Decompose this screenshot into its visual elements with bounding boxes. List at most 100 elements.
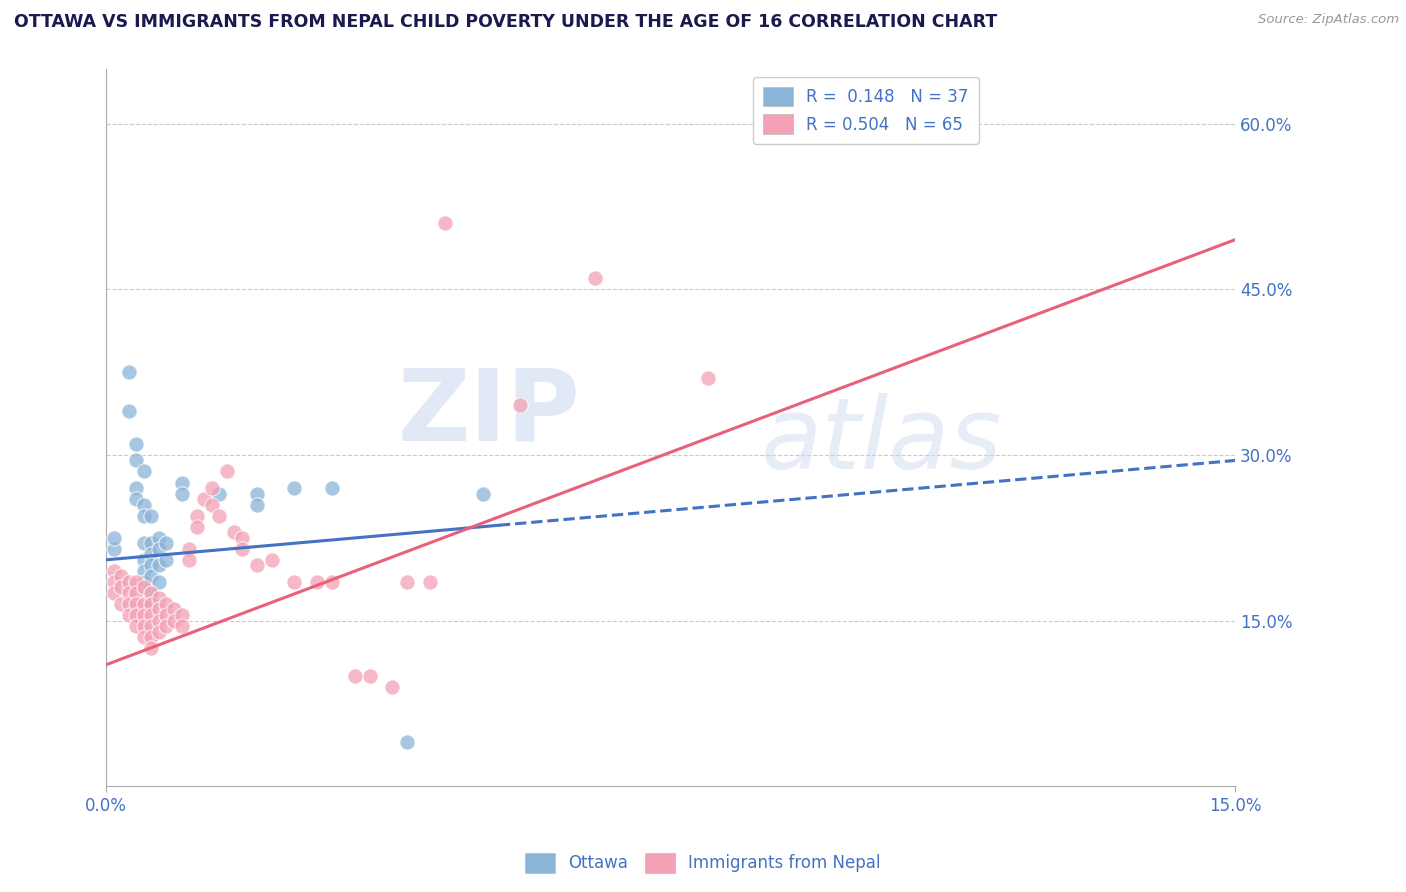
Point [208,486,231,500]
Point [224,525,246,540]
Point [148,602,170,616]
Point [132,564,155,578]
Point [177,553,200,567]
Point [509,398,531,412]
Point [246,486,269,500]
Point [132,498,155,512]
Point [283,481,305,495]
Point [125,492,148,507]
Point [155,619,177,633]
Point [132,619,155,633]
Point [419,574,441,589]
Point [215,465,238,479]
Point [260,553,283,567]
Point [125,597,148,611]
Point [148,624,170,639]
Point [132,607,155,622]
Point [103,531,125,545]
Point [141,630,163,644]
Point [246,498,269,512]
Point [148,614,170,628]
Point [170,607,193,622]
Point [141,558,163,573]
Point [141,569,163,583]
Point [170,475,193,490]
Point [110,581,132,595]
Point [148,558,170,573]
Point [163,614,186,628]
Point [125,619,148,633]
Point [132,597,155,611]
Point [118,404,141,418]
Point [381,680,404,694]
Point [201,498,224,512]
Point [155,553,177,567]
Point [433,216,456,230]
Point [103,586,125,600]
Point [103,541,125,556]
Point [305,574,328,589]
Point [132,574,155,589]
Point [321,481,343,495]
Legend: R =  0.148   N = 37, R = 0.504   N = 65: R = 0.148 N = 37, R = 0.504 N = 65 [752,77,979,144]
Point [118,607,141,622]
Point [697,370,720,384]
Point [132,536,155,550]
Point [155,607,177,622]
Point [125,586,148,600]
Point [118,586,141,600]
Point [148,574,170,589]
Point [193,492,215,507]
Point [141,597,163,611]
Point [103,574,125,589]
Point [155,597,177,611]
Text: atlas: atlas [761,393,1002,491]
Point [246,558,269,573]
Point [103,564,125,578]
Point [231,531,253,545]
Point [283,574,305,589]
Point [132,508,155,523]
Text: ZIP: ZIP [398,365,581,461]
Point [396,735,419,749]
Point [125,481,148,495]
Point [170,619,193,633]
Point [359,669,381,683]
Point [141,536,163,550]
Point [148,541,170,556]
Point [148,531,170,545]
Point [141,508,163,523]
Text: Source: ZipAtlas.com: Source: ZipAtlas.com [1258,13,1399,27]
Point [141,547,163,561]
Point [186,519,208,533]
Point [201,481,224,495]
Point [321,574,343,589]
Point [141,597,163,611]
Point [118,574,141,589]
Point [141,586,163,600]
Legend: Ottawa, Immigrants from Nepal: Ottawa, Immigrants from Nepal [519,847,887,880]
Point [471,486,494,500]
Point [125,607,148,622]
Point [110,597,132,611]
Point [141,641,163,656]
Point [141,619,163,633]
Text: OTTAWA VS IMMIGRANTS FROM NEPAL CHILD POVERTY UNDER THE AGE OF 16 CORRELATION CH: OTTAWA VS IMMIGRANTS FROM NEPAL CHILD PO… [14,13,997,31]
Point [231,541,253,556]
Point [125,453,148,467]
Point [118,597,141,611]
Point [132,630,155,644]
Point [132,553,155,567]
Point [125,574,148,589]
Point [132,465,155,479]
Point [585,271,607,285]
Point [141,586,163,600]
Point [343,669,366,683]
Point [170,486,193,500]
Point [186,508,208,523]
Point [155,536,177,550]
Point [125,437,148,451]
Point [141,607,163,622]
Point [396,574,419,589]
Point [118,365,141,379]
